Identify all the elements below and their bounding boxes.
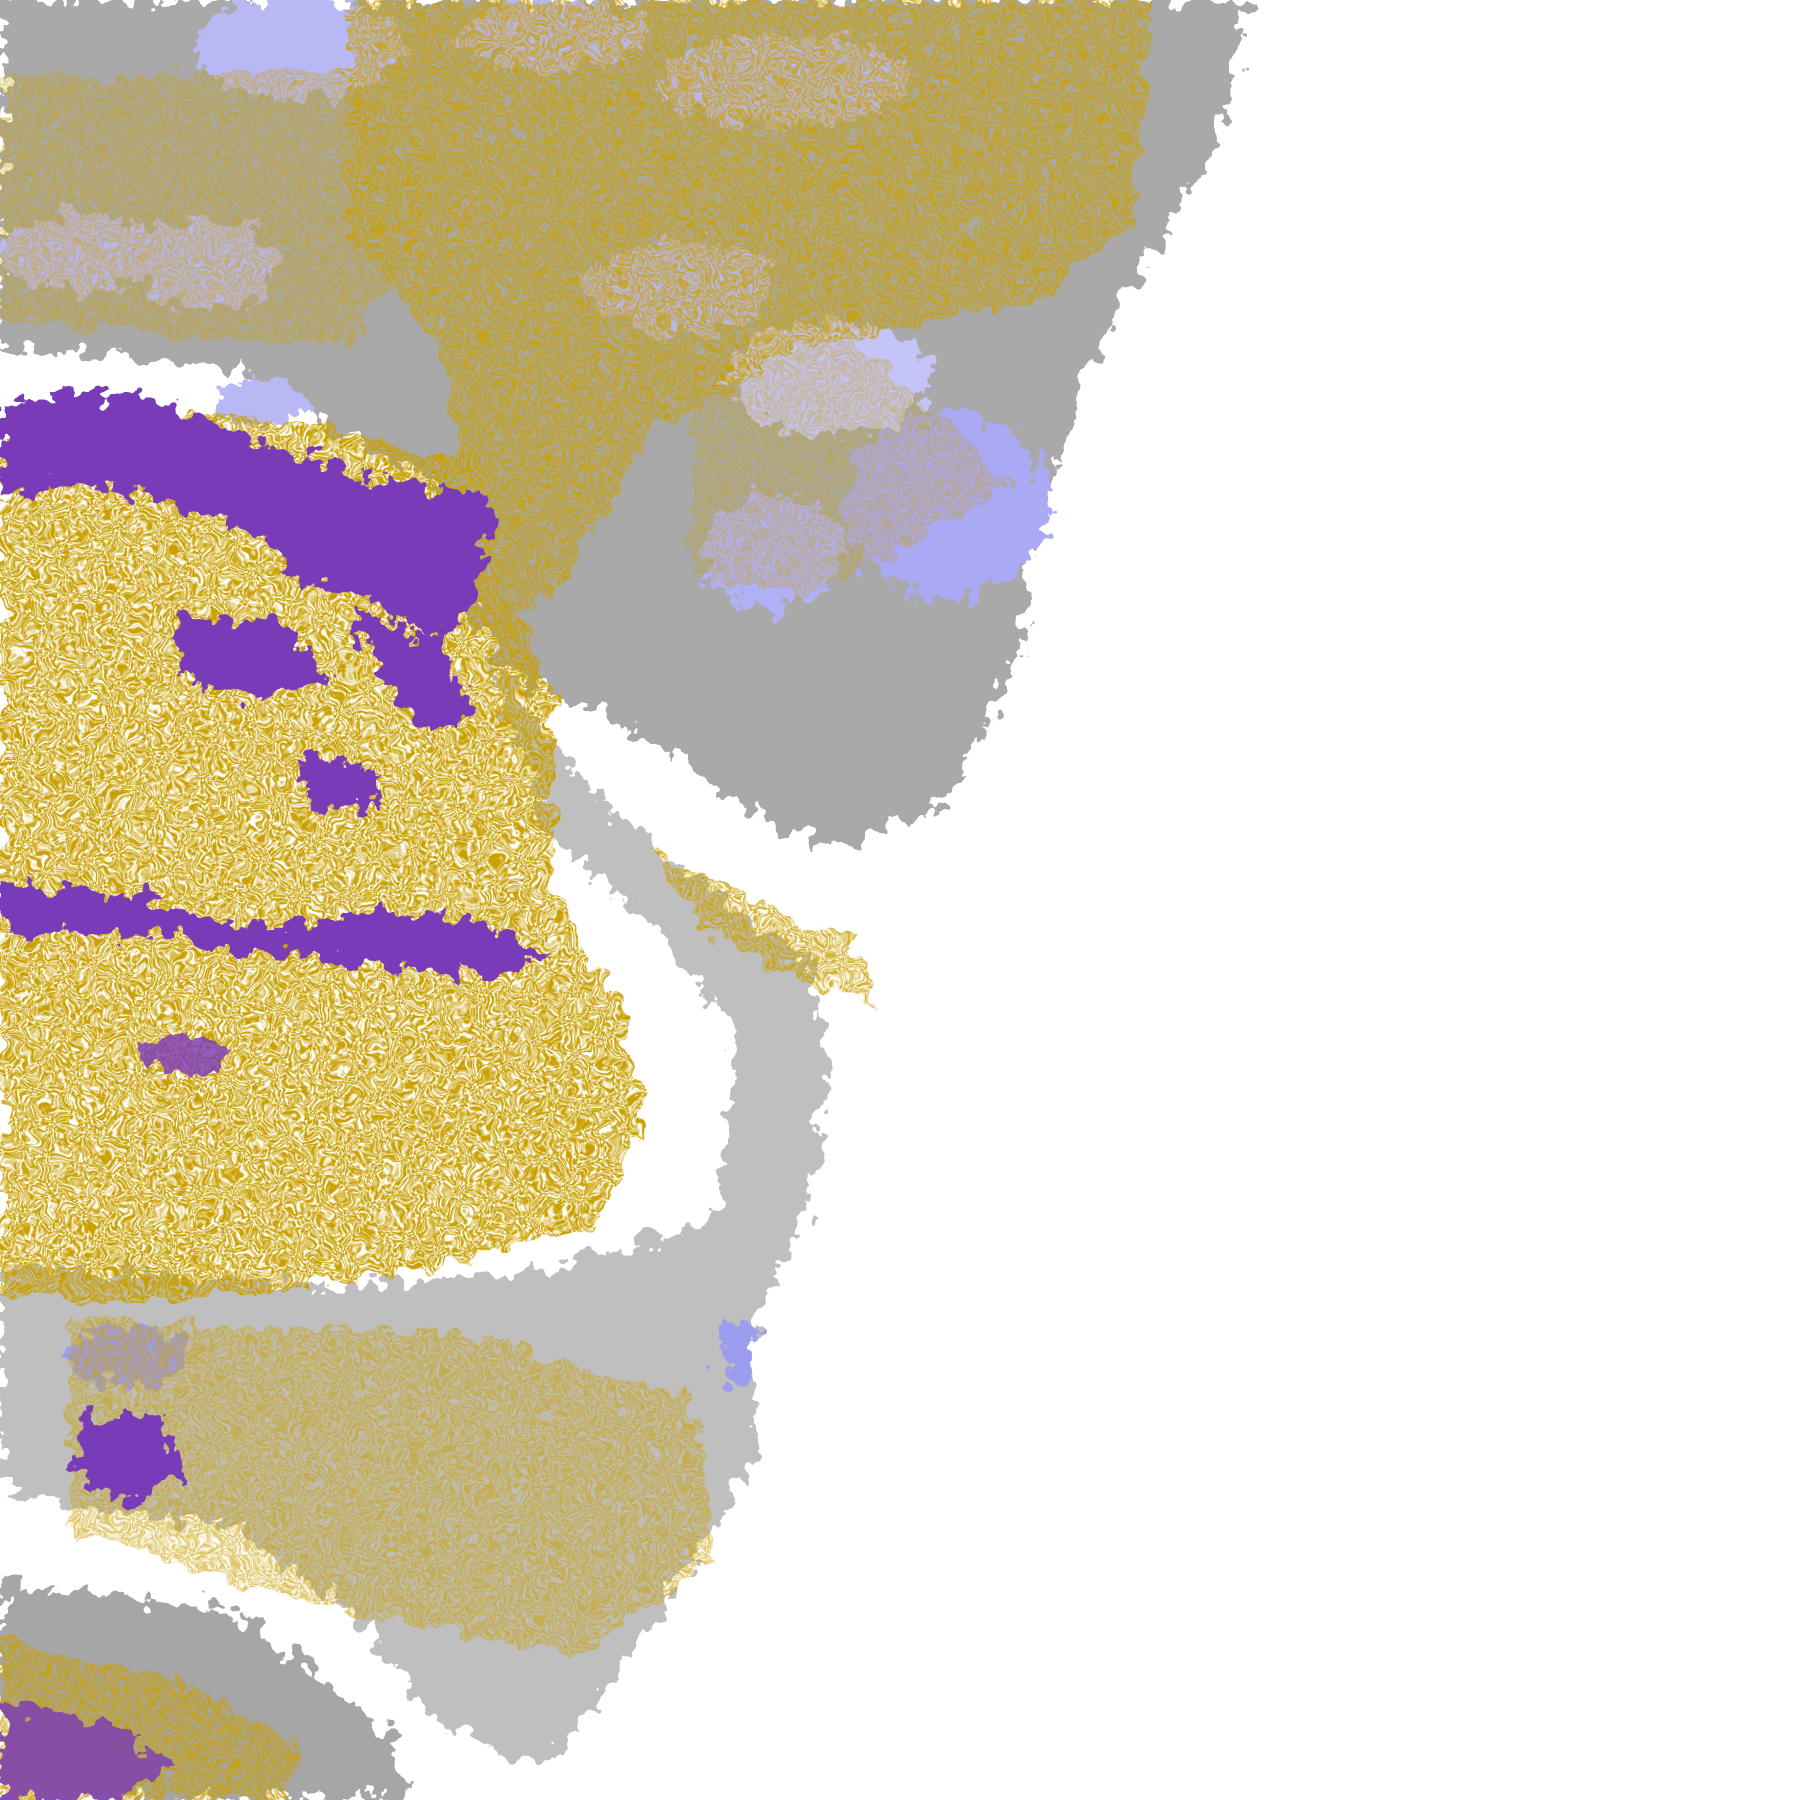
purple-area [0,1700,185,1800]
gold-area [692,321,1016,598]
gold-area [346,0,1154,621]
purple-area [138,1033,231,1080]
purple-area [80,1412,185,1505]
lavender-cloud [721,1320,756,1390]
purple-area [300,758,381,816]
gold-area [0,413,647,1299]
gold-area [0,68,439,345]
gold-layer [0,0,1154,1800]
purple-area [173,620,324,701]
gold-area [69,1320,716,1655]
purple-layer [0,390,554,1800]
purple-area [357,608,474,736]
purple-area [0,884,554,977]
gold-area [646,850,877,1011]
lavender-cloud [219,379,312,426]
purple-area [0,390,497,644]
